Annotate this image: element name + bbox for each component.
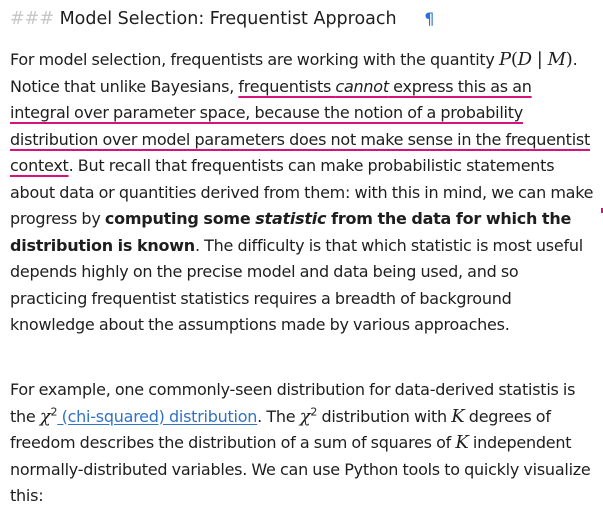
math-chi: χ [39,405,51,427]
anchor-link-icon[interactable]: ¶ [424,9,435,28]
para1-text: . The difficulty is that which statistic… [10,235,583,335]
math-symbol-m: M [547,49,566,70]
para2-text: For example, one commonly-seen distribut… [10,380,576,426]
section-heading: ### Model Selection: Frequentist Approac… [10,6,434,32]
para2-text: . The [257,406,300,426]
chi-squared-link[interactable]: (chi-squared) distribution [57,406,258,426]
math-k: K [451,405,465,427]
math-p-d-given-m: P(D | M) [499,49,573,70]
bold-text: from the data for which the distribution… [10,209,572,255]
math-superscript-2: 2 [310,405,318,419]
para2-text: distribution with [317,406,452,426]
paragraph-chi-squared: For example, one commonly-seen distribut… [10,377,595,510]
highlight-text: frequentists [238,76,336,96]
heading-title: Model Selection: Frequentist Approach [59,9,397,29]
heading-markdown-prefix: ### [10,9,54,29]
math-chi: χ [299,405,311,427]
bold-phrase: computing some statistic from the data f… [10,209,571,255]
math-paren: ( [510,49,518,70]
para1-text: For model selection, frequentists are wo… [10,50,499,69]
math-k: K [455,432,469,453]
math-symbol-d: D [517,49,532,70]
margin-marker [601,208,603,213]
math-symbol-p: P [498,49,511,70]
emphasis-cannot: cannot [335,76,389,96]
para2-text: independent normally-distributed variabl… [10,433,591,505]
highlight-text: express this as an integral over paramet… [10,76,591,176]
para1-text: . But recall that frequentists can make … [10,156,594,228]
para1-text: . Notice that unlike Bayesians, [10,50,578,96]
bold-text: computing some [104,209,256,228]
paragraph-model-selection: For model selection, frequentists are wo… [10,47,595,339]
emphasis-statistic: statistic [255,209,327,228]
math-superscript-2: 2 [50,405,58,419]
math-paren: ) [565,49,573,70]
math-bar: | [531,49,548,70]
highlighted-passage: frequentists cannot express this as an i… [10,77,590,176]
para2-text: degrees of freedom describes the distrib… [10,406,551,453]
